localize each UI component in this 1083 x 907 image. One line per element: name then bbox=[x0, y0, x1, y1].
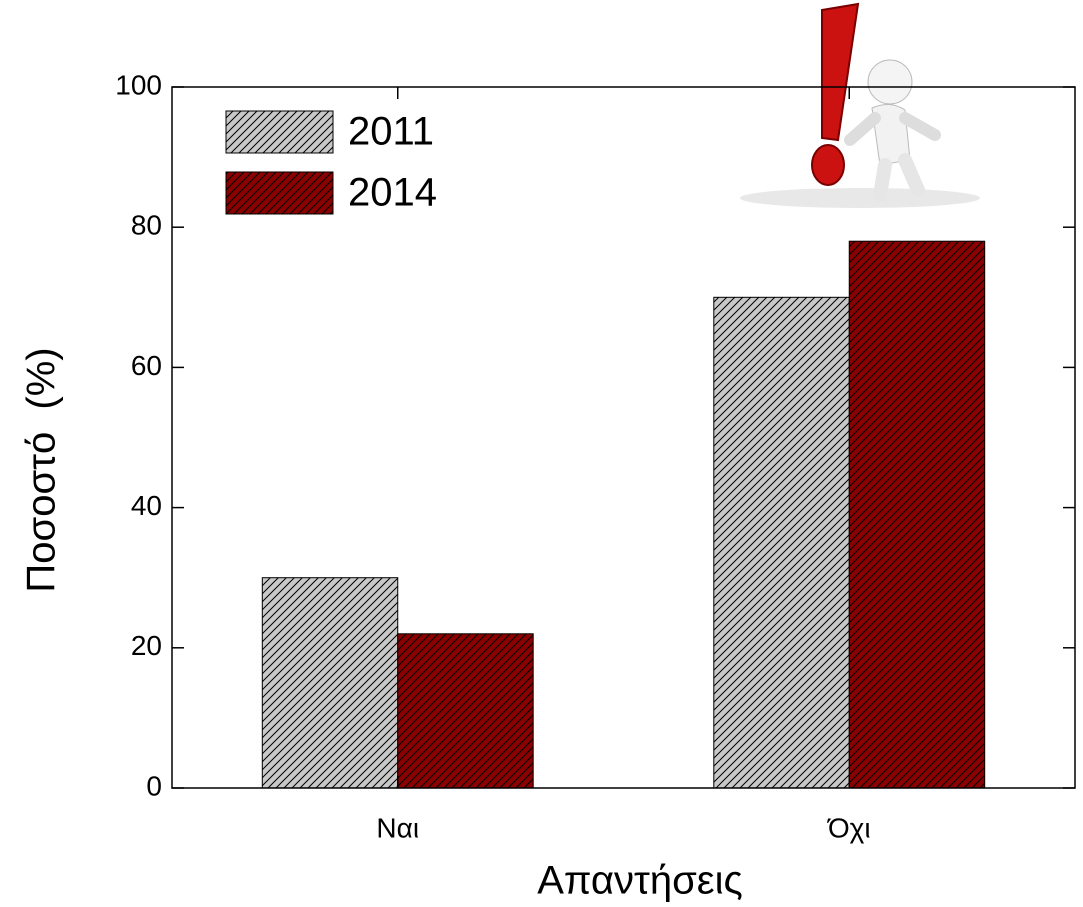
illustration bbox=[740, 2, 980, 208]
x-tick-label: Όχι bbox=[827, 812, 871, 843]
y-tick-label: 20 bbox=[131, 630, 162, 661]
y-tick-label: 100 bbox=[115, 69, 162, 100]
bar bbox=[397, 633, 534, 789]
x-axis-label: Απαντήσεις bbox=[537, 859, 743, 903]
plot-frame bbox=[171, 86, 1076, 789]
y-tick-label: 0 bbox=[146, 770, 162, 801]
y-axis-label: Ποσοστό (%) bbox=[20, 347, 64, 592]
legend-swatch bbox=[225, 110, 334, 154]
x-tick-label: Ναι bbox=[376, 812, 419, 843]
legend-label: 2011 bbox=[348, 110, 434, 154]
bar bbox=[261, 577, 399, 789]
legend-label: 2014 bbox=[348, 171, 437, 215]
y-tick-label: 80 bbox=[131, 210, 162, 241]
bar bbox=[713, 296, 850, 789]
y-tick-label: 60 bbox=[131, 350, 162, 381]
legend-swatch bbox=[225, 171, 334, 215]
bar bbox=[848, 240, 986, 789]
y-tick-label: 40 bbox=[131, 490, 162, 521]
